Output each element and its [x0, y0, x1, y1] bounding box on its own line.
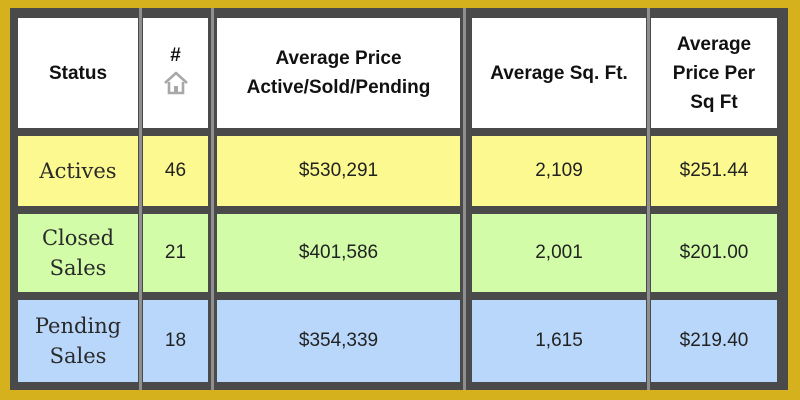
row-closed-status-line1: Closed	[41, 226, 115, 250]
market-stats-table: Status # Average Price Active/Sold/Pendi…	[10, 8, 788, 390]
row-actives-count-value: 46	[164, 160, 187, 181]
row-closed-avg-sqft-value: 2,001	[535, 242, 583, 263]
header-price-per-sqft-line1: Average	[676, 33, 752, 55]
row-actives-avg-price-value: $530,291	[298, 160, 379, 181]
row-closed-count: 21	[143, 214, 208, 292]
header-price-per-sqft: Average Price Per Sq Ft	[651, 18, 777, 128]
row-actives-status: Actives	[18, 136, 138, 206]
row-closed-price-per-sqft-value: $201.00	[679, 242, 749, 263]
header-count: #	[143, 18, 208, 128]
row-closed-avg-sqft: 2,001	[472, 214, 646, 292]
row-actives-status-label: Actives	[39, 159, 117, 183]
row-actives-avg-sqft-value: 2,109	[535, 160, 583, 181]
header-avg-sqft-label: Average Sq. Ft.	[490, 62, 628, 84]
row-pending-count-value: 18	[164, 330, 187, 351]
row-closed-avg-price-value: $401,586	[298, 242, 379, 263]
row-actives-avg-price: $530,291	[217, 136, 460, 206]
row-pending-avg-sqft: 1,615	[472, 300, 646, 382]
header-status-label: Status	[48, 62, 108, 84]
header-avg-sqft: Average Sq. Ft.	[472, 18, 646, 128]
row-pending-avg-price: $354,339	[217, 300, 460, 382]
row-pending-price-per-sqft: $219.40	[651, 300, 777, 382]
column-divider	[463, 8, 466, 390]
row-closed-avg-price: $401,586	[217, 214, 460, 292]
row-actives-count: 46	[143, 136, 208, 206]
header-price-per-sqft-line2: Price Per	[672, 62, 756, 84]
header-avg-price: Average Price Active/Sold/Pending	[217, 18, 460, 128]
row-actives-price-per-sqft-value: $251.44	[679, 160, 749, 181]
column-divider	[211, 8, 214, 390]
row-closed-status-line2: Sales	[49, 256, 107, 280]
row-pending-status-line2: Sales	[49, 344, 107, 368]
row-closed-price-per-sqft: $201.00	[651, 214, 777, 292]
row-pending-price-per-sqft-value: $219.40	[679, 330, 749, 351]
column-divider	[139, 8, 142, 390]
row-pending-avg-sqft-value: 1,615	[535, 330, 583, 351]
header-status: Status	[18, 18, 138, 128]
header-avg-price-line2: Active/Sold/Pending	[246, 77, 431, 98]
header-count-label: #	[170, 45, 181, 66]
header-avg-price-line1: Average Price	[275, 48, 402, 69]
column-divider	[647, 8, 650, 390]
header-price-per-sqft-line3: Sq Ft	[690, 91, 738, 113]
row-actives-price-per-sqft: $251.44	[651, 136, 777, 206]
row-actives-avg-sqft: 2,109	[472, 136, 646, 206]
row-pending-count: 18	[143, 300, 208, 382]
row-pending-status: Pending Sales	[18, 300, 138, 382]
row-closed-count-value: 21	[164, 242, 187, 263]
row-closed-status: Closed Sales	[18, 214, 138, 292]
home-icon	[163, 71, 189, 101]
row-pending-avg-price-value: $354,339	[298, 330, 379, 351]
row-pending-status-line1: Pending	[34, 314, 122, 338]
